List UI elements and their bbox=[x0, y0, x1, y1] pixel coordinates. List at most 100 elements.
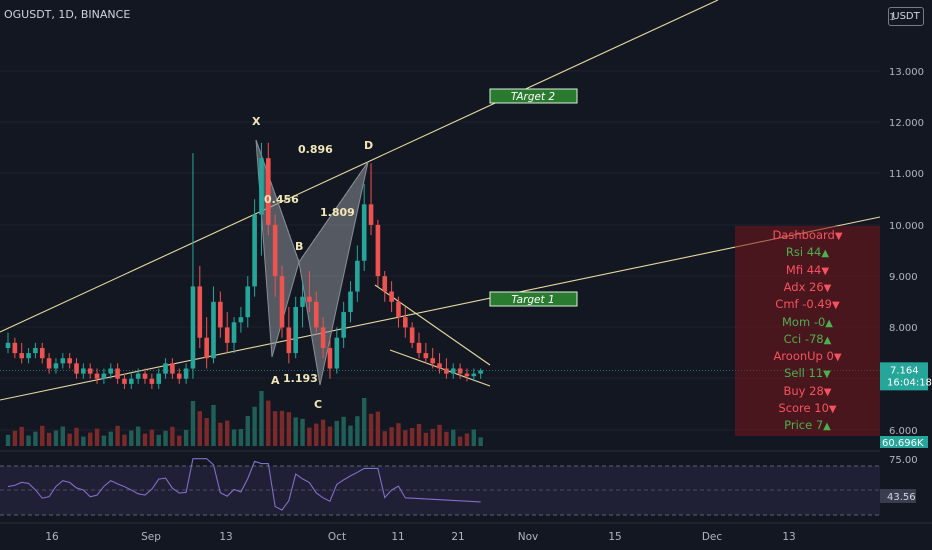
volume-bar bbox=[225, 420, 230, 446]
dashboard-row-label: Price 7 bbox=[784, 418, 824, 433]
candle-body bbox=[211, 301, 216, 359]
volume-bar bbox=[320, 419, 326, 446]
arrow-up-icon: ▲ bbox=[825, 317, 833, 329]
volume-bar bbox=[170, 426, 175, 446]
candle-body bbox=[224, 327, 230, 343]
volume-badge bbox=[880, 436, 928, 448]
candle-body bbox=[266, 158, 271, 225]
candle-body bbox=[355, 260, 360, 292]
time-axis: 16 Sep 13 Oct 11 21 Nov 15 Dec 13 bbox=[0, 522, 932, 543]
volume-bar bbox=[81, 436, 86, 446]
volume-bar bbox=[197, 411, 202, 446]
volume-bar bbox=[279, 410, 285, 446]
candle-body bbox=[81, 368, 86, 374]
candle-body bbox=[94, 373, 100, 379]
candle-body bbox=[231, 322, 237, 343]
time-tick-label: Nov bbox=[518, 531, 539, 543]
candle-body bbox=[396, 301, 401, 318]
rsi-value-label: 43.56 bbox=[887, 492, 916, 503]
candle-body bbox=[12, 342, 18, 354]
arrow-down-icon: ▼ bbox=[821, 265, 830, 277]
arrow-down-icon: ▼ bbox=[828, 404, 837, 415]
dashboard-row-label: Cci -78 bbox=[783, 331, 824, 346]
candle-body bbox=[457, 368, 463, 374]
candle-body bbox=[348, 291, 353, 313]
target-label: Target 1 bbox=[511, 294, 554, 306]
candle-body bbox=[252, 214, 257, 287]
dashboard-row-label: Mom -0 bbox=[782, 314, 826, 329]
candle-body bbox=[183, 368, 189, 379]
countdown-label: 16:04:18 bbox=[887, 377, 932, 388]
price-tick-label: 9.000 bbox=[889, 272, 918, 283]
dashboard-row-label: Adx 26 bbox=[783, 279, 824, 294]
candle-body bbox=[444, 368, 449, 374]
volume-bar bbox=[314, 423, 319, 446]
volume-bar bbox=[156, 434, 161, 446]
volume-bar bbox=[33, 431, 38, 446]
current-price-badge bbox=[880, 362, 928, 391]
candle-body bbox=[450, 368, 456, 374]
time-tick-label: 15 bbox=[608, 531, 621, 543]
candle-body bbox=[416, 342, 422, 354]
volume-bar bbox=[307, 427, 312, 446]
volume-bar bbox=[12, 430, 18, 446]
candle-body bbox=[87, 368, 93, 374]
dashboard-row-label: Sell 11 bbox=[784, 366, 824, 381]
candle-body bbox=[156, 373, 161, 384]
dashboard-row-label: Rsi 44 bbox=[785, 245, 822, 260]
candles bbox=[5, 142, 483, 389]
pattern-label-c: C bbox=[314, 398, 322, 411]
dashboard-row: Price 7▲ bbox=[735, 419, 880, 433]
candle-body bbox=[204, 337, 209, 359]
candle-body bbox=[5, 342, 11, 348]
volume-bar bbox=[457, 436, 463, 446]
rsi-axis-label: 75.00 bbox=[889, 455, 918, 466]
volume-bar bbox=[464, 433, 470, 446]
arrow-down-icon: ▼ bbox=[833, 352, 842, 364]
dashboard-row: Mfi 44▼ bbox=[735, 263, 880, 278]
volume-bar bbox=[60, 426, 65, 446]
volume-bar bbox=[88, 432, 93, 446]
candle-body bbox=[437, 363, 442, 369]
candle-body bbox=[464, 373, 470, 377]
volume-bar bbox=[382, 431, 387, 446]
candle-body bbox=[375, 224, 381, 277]
volume-bar bbox=[149, 429, 155, 446]
candle-body bbox=[26, 353, 31, 359]
arrow-down-icon: ▼ bbox=[823, 386, 832, 398]
volume-bar bbox=[183, 429, 189, 446]
dashboard-row: AroonUp 0▼ bbox=[735, 350, 880, 364]
candle-body bbox=[409, 327, 415, 343]
volume-bar bbox=[266, 400, 271, 446]
time-tick-label: 13 bbox=[219, 531, 232, 543]
arrow-down-icon: ▼ bbox=[823, 369, 831, 381]
candle-body bbox=[108, 368, 114, 374]
volume-bar bbox=[46, 432, 52, 446]
volume-bar bbox=[362, 398, 367, 446]
volume-bar bbox=[101, 435, 107, 446]
currency-label[interactable]: USDT bbox=[888, 7, 924, 26]
volume-bar bbox=[245, 416, 250, 446]
price-axis-bg bbox=[880, 0, 932, 550]
time-tick-label: 21 bbox=[451, 531, 464, 543]
candle-body bbox=[218, 301, 223, 328]
candle-body bbox=[368, 204, 374, 225]
candle-body bbox=[423, 353, 429, 359]
current-price-label: 7.164 bbox=[890, 365, 919, 376]
candle-body bbox=[259, 158, 264, 215]
volume-bar bbox=[142, 433, 148, 446]
pattern-label-a: A bbox=[271, 374, 280, 387]
dashboard-row: Rsi 44▲ bbox=[735, 246, 880, 260]
volume-bar bbox=[423, 432, 429, 446]
ratio-xd: 0.896 bbox=[298, 143, 333, 156]
dashboard-row: Adx 26▼ bbox=[735, 279, 880, 295]
price-top-label: 1 bbox=[889, 12, 895, 23]
dashboard-row: Mom -0▲ bbox=[735, 314, 880, 330]
volume-bar bbox=[40, 425, 45, 446]
ratio-bd: 1.809 bbox=[320, 206, 355, 219]
volume-bar bbox=[396, 423, 401, 446]
volume-bar bbox=[108, 431, 113, 446]
volume-bar bbox=[437, 424, 442, 446]
arrow-down-icon: ▼ bbox=[834, 231, 843, 242]
